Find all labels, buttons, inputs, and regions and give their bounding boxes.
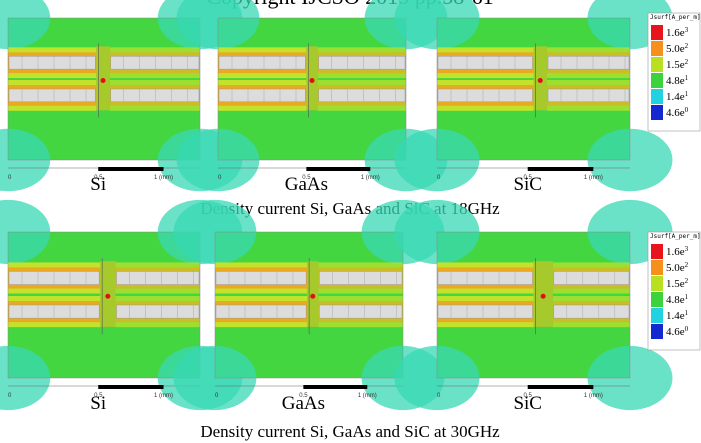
legend-exponent: 2 xyxy=(685,58,689,66)
legend-exponent: 1 xyxy=(685,90,689,98)
microstrip xyxy=(117,305,199,318)
microstrip xyxy=(319,305,402,318)
legend-exponent: 0 xyxy=(685,106,689,114)
legend-swatch xyxy=(651,276,663,291)
legend-mantissa: 1.4e xyxy=(666,310,685,322)
legend-swatch xyxy=(651,41,663,56)
panel-label: GaAs xyxy=(285,174,328,195)
legend-exponent: 2 xyxy=(685,277,689,285)
scale-label: 1 (mm) xyxy=(361,175,380,181)
legend-swatch xyxy=(651,89,663,104)
panel-label: Si xyxy=(90,174,106,195)
legend-exponent: 1 xyxy=(685,309,689,317)
microstrip xyxy=(117,271,199,284)
field-plot xyxy=(395,200,673,410)
panel-label: GaAs xyxy=(282,393,325,414)
scale-bar xyxy=(528,385,594,389)
legend-mantissa: 1.4e xyxy=(666,91,685,103)
legend-title: Jsurf[A_per_m] xyxy=(650,14,701,21)
legend-swatch xyxy=(651,105,663,120)
scale-bar xyxy=(528,167,594,171)
legend-swatch xyxy=(651,244,663,259)
scale-label: 1 (mm) xyxy=(154,393,173,399)
legend-mantissa: 1.5e xyxy=(666,278,685,290)
legend-mantissa: 1.6e xyxy=(666,27,685,39)
port xyxy=(105,294,110,299)
legend-title: Jsurf[A_per_m] xyxy=(650,233,701,240)
port xyxy=(101,78,106,83)
microstrip xyxy=(438,56,533,69)
legend-swatch xyxy=(651,324,663,339)
panel-label: Si xyxy=(90,393,106,414)
microstrip xyxy=(554,305,629,318)
legend-swatch xyxy=(651,25,663,40)
microstrip xyxy=(438,305,533,318)
legend-swatch xyxy=(651,308,663,323)
legend-swatch xyxy=(651,260,663,275)
microstrip xyxy=(319,271,402,284)
legend-mantissa: 5.0e xyxy=(666,262,685,274)
legend-mantissa: 4.8e xyxy=(666,294,685,306)
scale-bar xyxy=(98,167,163,171)
microstrip xyxy=(554,271,629,284)
legend-swatch xyxy=(651,73,663,88)
microstrip xyxy=(438,271,533,284)
legend-exponent: 2 xyxy=(685,261,689,269)
panel-label: SiC xyxy=(513,393,542,414)
port xyxy=(538,78,543,83)
legend-exponent: 3 xyxy=(685,245,689,253)
legend-swatch xyxy=(651,292,663,307)
legend-mantissa: 5.0e xyxy=(666,43,685,55)
scale-bar xyxy=(306,167,370,171)
figure-page: Copyright IJCSO 2015 pp.58-61 00.51 (mm)… xyxy=(0,0,701,443)
legend-mantissa: 1.6e xyxy=(666,246,685,258)
port xyxy=(310,78,315,83)
field-plot xyxy=(395,0,673,191)
panel-label: SiC xyxy=(513,174,542,195)
legend-exponent: 0 xyxy=(685,325,689,333)
microstrip xyxy=(548,56,629,69)
legend-swatch xyxy=(651,57,663,72)
legend-mantissa: 1.5e xyxy=(666,59,685,71)
port xyxy=(310,294,315,299)
port xyxy=(541,294,546,299)
legend-exponent: 1 xyxy=(685,74,689,82)
legend-exponent: 1 xyxy=(685,293,689,301)
scale-bar xyxy=(98,385,163,389)
legend-mantissa: 4.8e xyxy=(666,75,685,87)
microstrip xyxy=(548,89,629,102)
microstrip xyxy=(438,89,533,102)
legend-mantissa: 4.6e xyxy=(666,326,685,338)
figure-caption: Density current Si, GaAs and SiC at 30GH… xyxy=(200,422,500,441)
scale-label: 1 (mm) xyxy=(584,175,603,181)
legend-mantissa: 4.6e xyxy=(666,107,685,119)
scale-label: 1 (mm) xyxy=(584,393,603,399)
legend-exponent: 3 xyxy=(685,26,689,34)
scale-label: 1 (mm) xyxy=(154,175,173,181)
scale-bar xyxy=(303,385,367,389)
scale-label: 1 (mm) xyxy=(358,393,377,399)
legend-exponent: 2 xyxy=(685,42,689,50)
